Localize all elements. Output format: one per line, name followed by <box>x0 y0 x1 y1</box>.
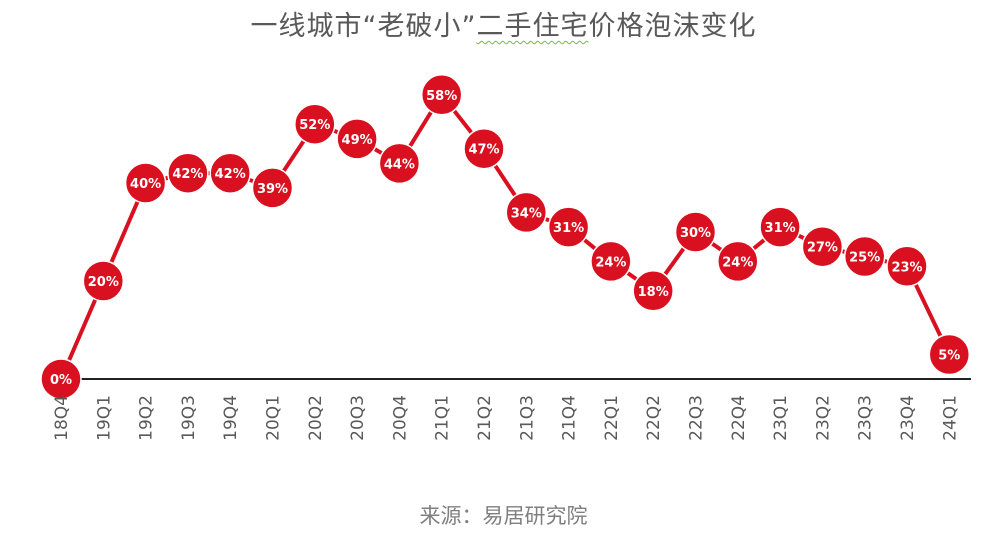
data-label: 30% <box>680 226 711 241</box>
data-label: 52% <box>299 118 330 133</box>
data-point <box>717 240 759 283</box>
data-label: 44% <box>384 157 415 172</box>
x-tick-label: 19Q3 <box>179 395 199 441</box>
x-tick-label: 22Q4 <box>729 395 749 441</box>
title-part-1: 一线城市“老破小” <box>250 11 477 42</box>
x-tick-label: 22Q1 <box>602 395 622 441</box>
data-label: 49% <box>342 133 373 148</box>
data-label: 31% <box>765 221 796 236</box>
data-point <box>886 245 928 288</box>
series-line <box>59 92 952 380</box>
data-point <box>124 162 167 204</box>
data-point <box>336 118 378 160</box>
data-point <box>674 211 717 253</box>
x-tick-label: 20Q2 <box>306 395 326 441</box>
data-point <box>82 260 125 302</box>
x-tick-label: 23Q2 <box>813 395 833 441</box>
x-tick-label: 21Q1 <box>433 395 453 441</box>
x-tick-label: 20Q1 <box>264 395 284 441</box>
x-tick-label: 23Q1 <box>771 395 791 441</box>
data-point <box>167 152 209 194</box>
x-tick-label: 22Q2 <box>644 395 664 441</box>
data-point <box>294 103 336 145</box>
data-point <box>40 358 82 400</box>
title-part-2-underlined: 二手住宅 <box>476 11 589 42</box>
x-tick-label: 24Q1 <box>940 395 960 441</box>
x-tick-label: 20Q4 <box>390 395 410 441</box>
data-label: 23% <box>891 260 922 275</box>
x-tick-label: 23Q3 <box>856 395 876 441</box>
chart-title: 一线城市“老破小”二手住宅价格泡沫变化 <box>0 4 1007 43</box>
x-tick-label: 23Q4 <box>898 395 918 441</box>
data-label: 42% <box>215 167 246 182</box>
x-tick-label: 21Q3 <box>517 395 537 441</box>
data-label: 5% <box>938 349 960 364</box>
source-note: 来源：易居研究院 <box>419 504 588 528</box>
data-point <box>590 240 632 283</box>
data-label: 24% <box>722 255 753 270</box>
data-label: 39% <box>257 182 288 197</box>
data-point <box>801 225 844 268</box>
data-point <box>759 206 801 248</box>
data-label: 27% <box>807 241 838 256</box>
data-label: 18% <box>638 285 669 300</box>
data-point <box>463 127 505 170</box>
x-tick-label: 20Q3 <box>348 395 368 441</box>
data-label: 40% <box>130 177 161 192</box>
x-tick-label: 19Q2 <box>137 395 157 441</box>
data-label: 25% <box>849 251 880 266</box>
data-label: 24% <box>595 255 626 270</box>
data-label: 58% <box>426 89 457 104</box>
data-point <box>505 191 548 234</box>
data-point <box>378 142 421 185</box>
data-label: 31% <box>553 221 584 236</box>
data-label: 34% <box>511 206 542 221</box>
data-label: 42% <box>172 167 203 182</box>
x-tick-label: 22Q3 <box>687 395 707 441</box>
data-point <box>632 270 674 312</box>
data-point <box>843 235 886 278</box>
x-tick-label: 21Q4 <box>560 395 580 441</box>
data-label: 0% <box>50 373 72 388</box>
data-point <box>251 167 294 209</box>
data-point <box>209 152 251 194</box>
data-point <box>420 74 463 116</box>
data-label: 47% <box>468 143 499 158</box>
title-part-3: 价格泡沫变化 <box>588 11 757 42</box>
data-point <box>547 206 590 248</box>
x-tick-label: 19Q4 <box>221 395 241 441</box>
x-tick-label: 19Q1 <box>94 395 114 441</box>
x-tick-label: 18Q4 <box>52 395 72 441</box>
x-tick-label: 21Q2 <box>475 395 495 441</box>
data-point <box>928 333 971 376</box>
data-label: 20% <box>88 275 119 290</box>
